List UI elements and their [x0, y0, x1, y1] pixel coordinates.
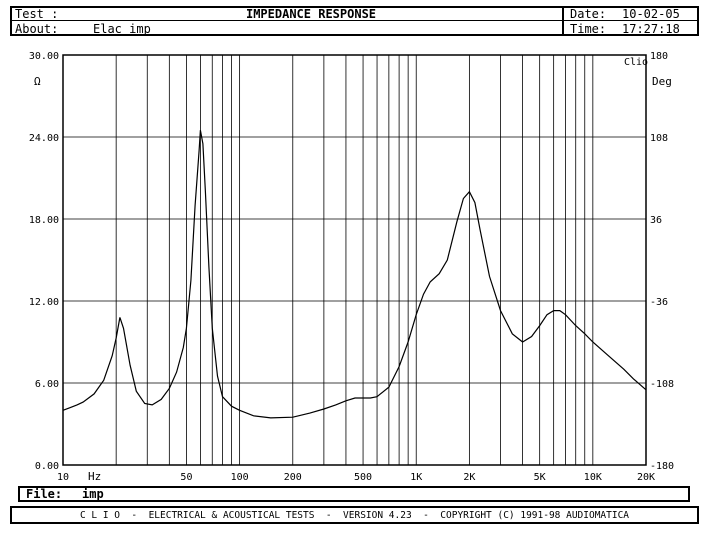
banner-box [10, 506, 699, 524]
about-label: About: [15, 22, 59, 36]
date-label: Date: [570, 7, 607, 21]
header-divider [10, 20, 699, 22]
x-tick-label: 200 [284, 472, 302, 483]
y-axis-unit: Ω [34, 75, 41, 88]
x-tick-label: 2K [463, 472, 475, 483]
y-tick-label: 0.00 [35, 461, 59, 472]
chart-title: IMPEDANCE RESPONSE [245, 7, 377, 21]
x-tick-label: 5K [534, 472, 546, 483]
x-tick-label: 10 [57, 472, 69, 483]
y-tick-label: 18.00 [29, 215, 59, 226]
x-tick-label: 10K [584, 472, 602, 483]
time-label: Time: [570, 22, 607, 36]
x-tick-label: 1K [410, 472, 422, 483]
y-tick-label: 6.00 [35, 379, 59, 390]
y2-axis-unit: Deg [652, 75, 672, 88]
about-value: Elac imp [93, 22, 151, 36]
y-tick-label: 12.00 [29, 297, 59, 308]
impedance-curve [62, 130, 647, 419]
y-tick-label: 24.00 [29, 133, 59, 144]
y-tick-label: 30.00 [29, 51, 59, 62]
y2-tick-label: 108 [650, 133, 668, 144]
y2-tick-labels: -180 -108 -36 36 108 180 [650, 51, 674, 472]
x-tick-labels: 10 50 100 200 500 1K 2K 5K 10K 20K [57, 472, 655, 483]
y2-tick-label: 36 [650, 215, 662, 226]
header-box [10, 6, 699, 36]
file-box [18, 486, 690, 502]
x-tick-label: 100 [231, 472, 249, 483]
time-value: 17:27:18 [622, 22, 680, 36]
y2-tick-label: -180 [650, 461, 674, 472]
plot-frame [62, 54, 647, 466]
header-date-divider [562, 6, 564, 36]
banner-text: C L I O - ELECTRICAL & ACOUSTICAL TESTS … [79, 510, 630, 521]
date-value: 10-02-05 [622, 7, 680, 21]
file-value: imp [82, 487, 104, 501]
y-tick-labels: 0.00 6.00 12.00 18.00 24.00 30.00 [29, 51, 59, 472]
y2-tick-label: -108 [650, 379, 674, 390]
x-axis-unit: Hz [88, 470, 101, 483]
x-tick-label: 50 [180, 472, 192, 483]
test-label: Test : [15, 7, 59, 21]
corner-label: Clio [624, 57, 648, 68]
y2-tick-label: -36 [650, 297, 668, 308]
x-tick-label: 20K [637, 472, 655, 483]
grid-lines [63, 55, 646, 465]
x-tick-label: 500 [354, 472, 372, 483]
y2-tick-label: 180 [650, 51, 668, 62]
file-label: File: [26, 487, 63, 501]
